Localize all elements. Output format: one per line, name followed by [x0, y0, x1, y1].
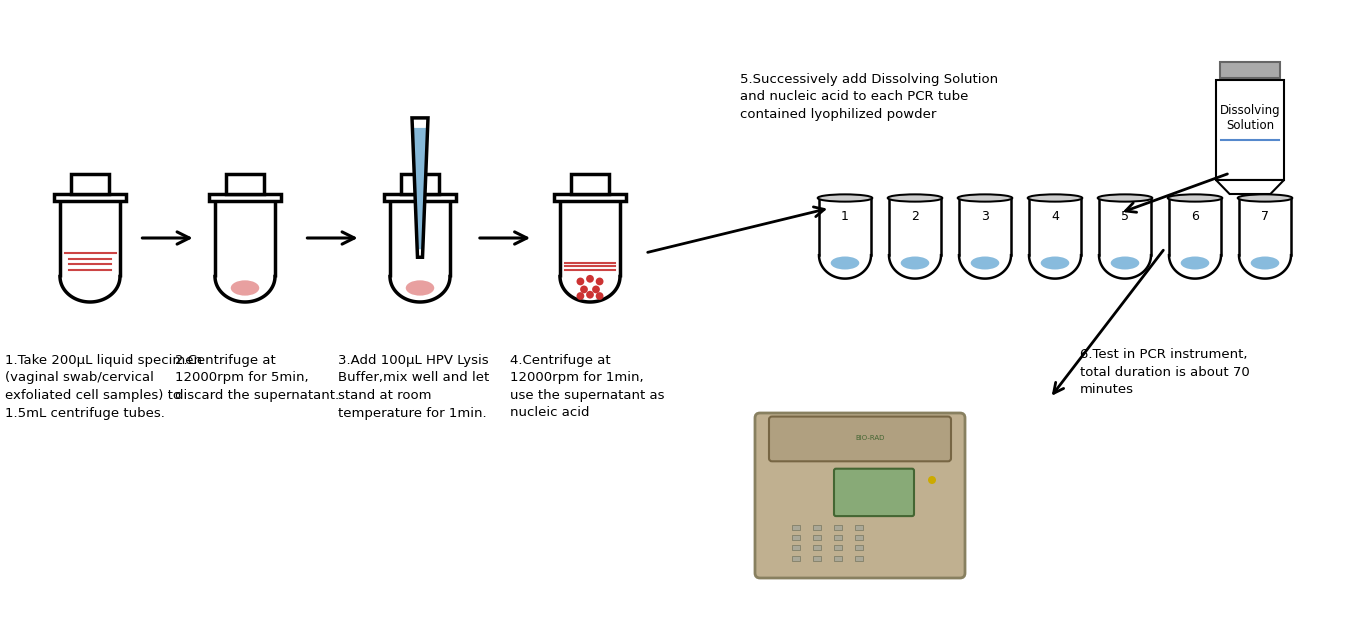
Bar [793, 525, 799, 530]
Polygon shape [60, 200, 121, 302]
Text: 1: 1 [841, 210, 850, 223]
FancyBboxPatch shape [755, 413, 965, 578]
Text: 2.Centrifuge at
12000rpm for 5min,
discard the supernatant.: 2.Centrifuge at 12000rpm for 5min, disca… [175, 354, 339, 402]
Ellipse shape [901, 256, 930, 269]
Ellipse shape [958, 194, 1012, 202]
Text: 7: 7 [1262, 210, 1270, 223]
Polygon shape [560, 200, 621, 302]
Bar [833, 535, 841, 540]
Ellipse shape [970, 256, 999, 269]
Bar [72, 174, 108, 193]
Polygon shape [390, 200, 450, 302]
Polygon shape [215, 200, 275, 302]
Polygon shape [413, 128, 427, 249]
Bar [383, 193, 457, 200]
Bar [209, 193, 280, 200]
Circle shape [576, 292, 584, 300]
Ellipse shape [405, 280, 434, 296]
Polygon shape [1169, 198, 1221, 279]
FancyBboxPatch shape [770, 416, 951, 462]
Circle shape [592, 286, 600, 293]
Text: 6: 6 [1191, 210, 1199, 223]
Text: 4: 4 [1051, 210, 1060, 223]
Circle shape [580, 286, 588, 293]
Ellipse shape [1237, 194, 1293, 202]
Bar [401, 174, 439, 193]
Ellipse shape [230, 280, 259, 296]
Bar [793, 535, 799, 540]
Bar [855, 535, 863, 540]
Bar [793, 556, 799, 561]
Ellipse shape [1251, 256, 1279, 269]
Text: 5.Successively add Dissolving Solution
and nucleic acid to each PCR tube
contain: 5.Successively add Dissolving Solution a… [740, 73, 999, 121]
Bar [554, 193, 626, 200]
Text: 3.Add 100μL HPV Lysis
Buffer,mix well and let
stand at room
temperature for 1min: 3.Add 100μL HPV Lysis Buffer,mix well an… [337, 354, 489, 420]
Bar [226, 174, 264, 193]
Ellipse shape [1027, 194, 1083, 202]
Bar [813, 535, 821, 540]
Circle shape [596, 278, 603, 285]
Polygon shape [1238, 198, 1291, 279]
Polygon shape [1099, 198, 1150, 279]
Bar [1220, 62, 1280, 78]
Polygon shape [1215, 180, 1285, 194]
Ellipse shape [1180, 256, 1209, 269]
Text: 4.Centrifuge at
12000rpm for 1min,
use the supernatant as
nucleic acid: 4.Centrifuge at 12000rpm for 1min, use t… [509, 354, 664, 420]
Text: 2: 2 [911, 210, 919, 223]
Bar [813, 525, 821, 530]
Bar [855, 546, 863, 550]
Ellipse shape [817, 194, 873, 202]
Bar [54, 193, 126, 200]
Text: 1.Take 200μL liquid specimen
(vaginal swab/cervical
exfoliated cell samples) to
: 1.Take 200μL liquid specimen (vaginal sw… [5, 354, 202, 420]
Text: Dissolving
Solution: Dissolving Solution [1220, 104, 1280, 132]
Ellipse shape [831, 256, 859, 269]
Circle shape [596, 292, 603, 300]
FancyBboxPatch shape [833, 468, 915, 516]
Bar [572, 174, 608, 193]
Ellipse shape [1111, 256, 1140, 269]
Circle shape [587, 291, 593, 298]
Polygon shape [1028, 198, 1081, 279]
Polygon shape [959, 198, 1011, 279]
Text: 5: 5 [1121, 210, 1129, 223]
Bar [855, 525, 863, 530]
Bar [833, 556, 841, 561]
Ellipse shape [1098, 194, 1152, 202]
Circle shape [587, 275, 593, 283]
Text: 3: 3 [981, 210, 989, 223]
Text: BIO-RAD: BIO-RAD [855, 435, 885, 441]
Polygon shape [889, 198, 940, 279]
Ellipse shape [1168, 194, 1222, 202]
Bar [833, 546, 841, 550]
Bar [793, 546, 799, 550]
Bar [813, 546, 821, 550]
Text: 6.Test in PCR instrument,
total duration is about 70
minutes: 6.Test in PCR instrument, total duration… [1080, 348, 1249, 396]
Ellipse shape [888, 194, 942, 202]
Bar [833, 525, 841, 530]
Ellipse shape [1041, 256, 1069, 269]
Polygon shape [818, 198, 871, 279]
Bar [855, 556, 863, 561]
Bar [1215, 80, 1285, 180]
Circle shape [928, 476, 936, 484]
Bar [813, 556, 821, 561]
Circle shape [576, 278, 584, 285]
